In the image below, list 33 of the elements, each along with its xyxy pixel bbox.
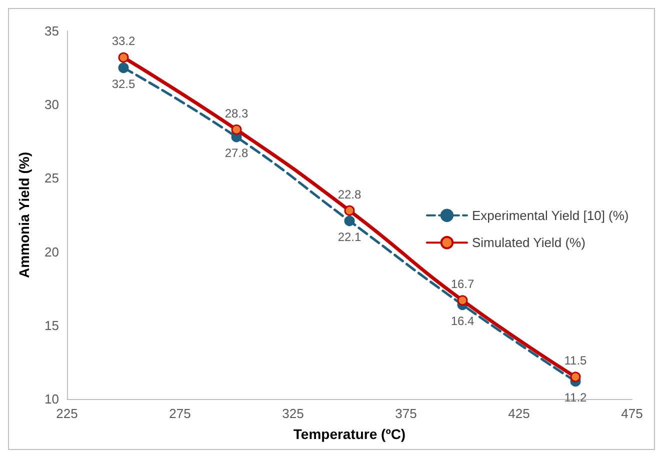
x-tick-label: 425 [508, 406, 530, 421]
point [457, 295, 468, 306]
legend-label: Experimental Yield [10] (%) [472, 208, 629, 223]
x-tick-label: 225 [56, 406, 78, 421]
x-axis-title: Temperature (ºC) [293, 426, 406, 442]
data-label: 11.5 [564, 354, 588, 368]
y-tick-label: 35 [44, 24, 59, 38]
y-tick-label: 30 [44, 97, 59, 112]
x-tick-label: 475 [621, 406, 643, 421]
data-label: 22.8 [338, 187, 362, 202]
data-label: 27.8 [224, 146, 248, 160]
y-tick-label: 10 [44, 392, 59, 406]
data-label: 11.2 [564, 390, 588, 405]
point [570, 372, 581, 382]
data-label: 33.2 [112, 34, 136, 48]
data-label: 28.3 [224, 106, 248, 120]
y-tick-label: 25 [44, 170, 59, 186]
point [344, 205, 355, 216]
point [118, 52, 129, 63]
data-label: 32.5 [112, 77, 136, 92]
x-tick-label: 375 [395, 406, 417, 421]
x-tick-label: 275 [169, 406, 191, 421]
legend-label: Simulated Yield (%) [472, 235, 586, 250]
x-tick-label: 325 [282, 406, 304, 421]
point [344, 216, 355, 226]
y-tick-label: 15 [44, 318, 59, 333]
y-tick-label: 20 [44, 244, 59, 260]
data-label: 16.4 [450, 314, 474, 328]
data-label: 16.7 [450, 277, 474, 292]
data-label: 22.1 [338, 230, 362, 244]
y-axis-title: Ammonia Yield (%) [16, 152, 32, 278]
point [231, 124, 242, 135]
point [118, 62, 129, 74]
